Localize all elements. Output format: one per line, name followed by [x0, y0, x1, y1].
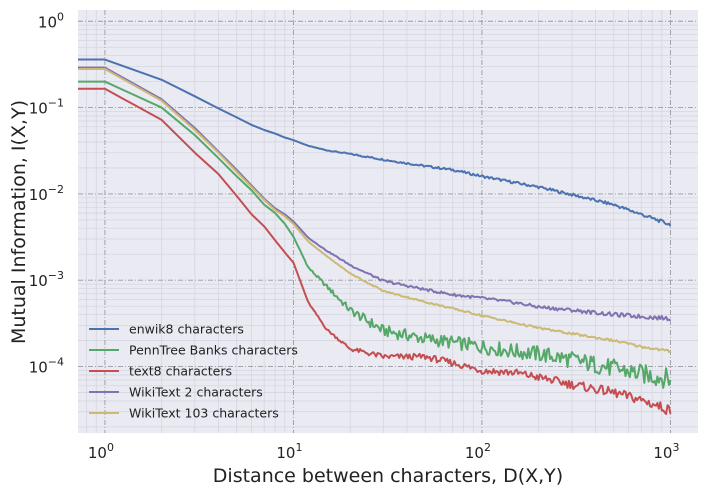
y-tick-label: 10−4 — [29, 356, 64, 377]
series-line — [78, 66, 672, 322]
x-tick-label: 101 — [276, 441, 302, 462]
legend-entry: WikiText 2 characters — [129, 385, 263, 400]
y-tick-label: 10−2 — [29, 183, 64, 204]
major-grid — [78, 10, 698, 433]
legend-entry: enwik8 characters — [129, 322, 244, 337]
x-tick-label: 100 — [88, 441, 114, 462]
series-layer — [78, 58, 672, 415]
y-tick-label: 10−1 — [29, 97, 64, 118]
series-line — [78, 80, 672, 389]
legend-entry: WikiText 103 characters — [129, 406, 279, 421]
legend-entry: PennTree Banks characters — [129, 343, 298, 358]
x-axis-label: Distance between characters, D(X,Y) — [213, 465, 563, 487]
x-tick-label: 102 — [465, 441, 491, 462]
legend: enwik8 characters PennTree Banks characte… — [89, 322, 298, 421]
legend-entry: text8 characters — [129, 364, 232, 379]
y-tick-label: 100 — [38, 10, 64, 31]
y-tick-label: 10−3 — [29, 269, 64, 290]
series-line — [78, 58, 672, 227]
x-tick-labels: 100 101 102 103 — [88, 441, 680, 462]
y-axis-label: Mutual Information, I(X,Y) — [8, 100, 30, 344]
series-line — [78, 87, 672, 415]
series-line — [78, 67, 672, 354]
x-tick-label: 103 — [653, 441, 679, 462]
y-tick-labels: 100 10−1 10−2 10−3 10−4 — [29, 10, 64, 376]
